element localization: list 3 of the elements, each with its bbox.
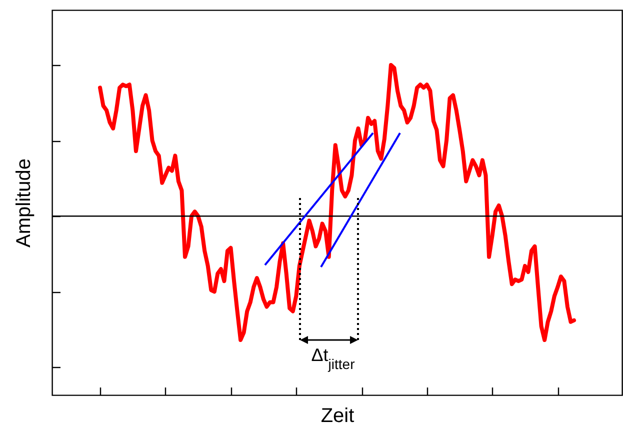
text: Δt$_{jitter}$: [311, 345, 356, 372]
y-axis-title: Amplitude: [12, 158, 35, 248]
x-axis-title: Zeit: [320, 405, 355, 428]
